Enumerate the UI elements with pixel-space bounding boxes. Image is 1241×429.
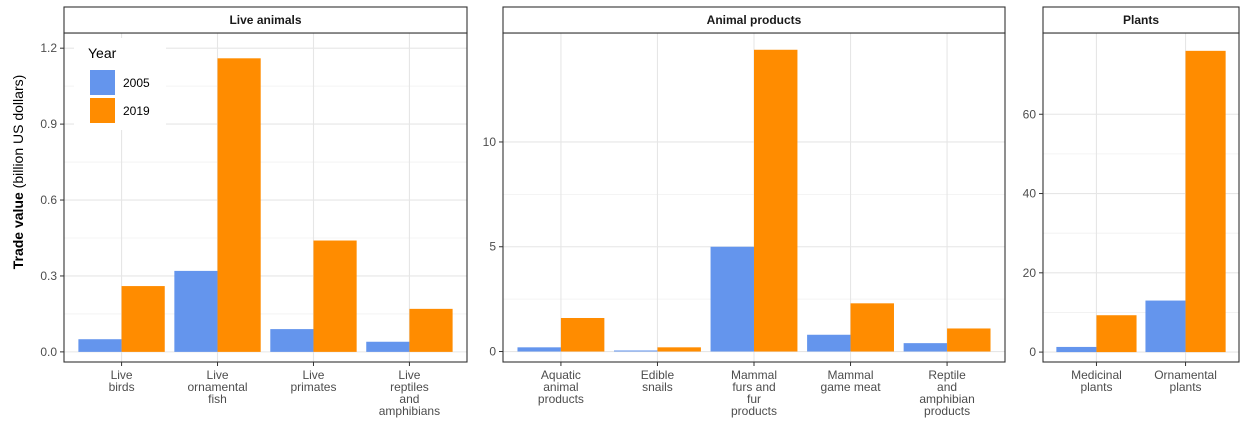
x-tick-label: Reptile and amphibian products	[919, 368, 974, 418]
facet-strip	[502, 6, 1006, 34]
x-tick-label-line: amphibian	[919, 392, 974, 406]
legend-label: 2019	[123, 104, 150, 118]
y-axis-label-bold: Trade value	[10, 192, 26, 269]
bar-2005	[174, 270, 218, 352]
x-tick-label: Medicinal plants	[1071, 368, 1122, 394]
bar-2019	[947, 328, 991, 352]
x-tick-label-line: furs and	[732, 380, 775, 394]
x-tick-label-line: products	[731, 404, 777, 418]
bar-2019	[1096, 315, 1137, 353]
facet-strip-title: Live animals	[229, 13, 301, 27]
bar-2019	[313, 240, 357, 352]
x-tick-label: Live primates	[290, 368, 336, 394]
facet-strip-title: Plants	[1123, 13, 1159, 27]
x-tick-label-line: ornamental	[188, 380, 248, 394]
x-tick-label: Edible snails	[641, 368, 675, 394]
x-tick-label-line: primates	[290, 380, 336, 394]
bar-2005	[614, 350, 658, 352]
x-tick-label: Live birds	[109, 368, 135, 394]
y-axis-label-rest: (billion US dollars)	[10, 75, 26, 192]
y-tick-label: 60	[1023, 107, 1037, 121]
y-tick-label: 0.9	[40, 117, 57, 131]
x-tick-label-line: Live	[398, 368, 420, 382]
x-tick-label: Mammal game meat	[821, 368, 882, 394]
x-tick-label-line: Live	[111, 368, 133, 382]
x-tick-label-line: Live	[302, 368, 324, 382]
legend-key-2005	[90, 70, 115, 95]
bar-2019	[1185, 50, 1226, 353]
x-tick-label-line: Live	[207, 368, 229, 382]
x-tick-label-line: animal	[543, 380, 578, 394]
bar-2019	[657, 347, 701, 352]
x-tick-label-line: fish	[208, 392, 227, 406]
legend-background	[74, 38, 166, 130]
y-tick-label: 20	[1023, 266, 1037, 280]
facet-strip	[1042, 6, 1240, 34]
x-tick-label: Live reptiles and amphibians	[379, 368, 440, 418]
x-tick-label-line: plants	[1170, 380, 1202, 394]
bar-2019	[850, 303, 894, 352]
x-tick-label-line: Edible	[641, 368, 675, 382]
x-tick-label-line: Ornamental	[1154, 368, 1217, 382]
x-tick-label-line: fur	[747, 392, 761, 406]
x-tick-label-line: and	[937, 380, 957, 394]
y-tick-label: 0	[489, 345, 496, 359]
x-tick-label-line: and	[399, 392, 419, 406]
y-tick-label: 0.3	[40, 269, 57, 283]
y-tick-label: 5	[489, 240, 496, 254]
bar-2019	[217, 58, 261, 352]
x-tick-label-line: Aquatic	[541, 368, 581, 382]
x-tick-label-line: amphibians	[379, 404, 440, 418]
x-tick-label-line: plants	[1080, 380, 1112, 394]
x-tick-label-line: Medicinal	[1071, 368, 1122, 382]
facet-strip-title: Animal products	[707, 13, 802, 27]
bar-2005	[807, 334, 851, 352]
bar-2019	[560, 317, 605, 352]
y-tick-label: 1.2	[40, 41, 57, 55]
y-axis-label: Trade value (billion US dollars)	[10, 75, 26, 270]
x-tick-label-line: snails	[642, 380, 673, 394]
y-tick-label: 0.0	[40, 345, 57, 359]
bar-2005	[1145, 300, 1186, 353]
x-tick-label: Mammal furs and fur products	[731, 368, 777, 418]
bar-2019	[409, 308, 453, 352]
bar-2005	[366, 341, 410, 352]
x-tick-label-line: Mammal	[828, 368, 874, 382]
facet-strip	[63, 6, 468, 34]
bar-2005	[78, 339, 122, 352]
legend-key-2019	[90, 98, 115, 123]
y-tick-label: 10	[483, 135, 497, 149]
bar-2005	[517, 347, 561, 352]
bar-2019	[121, 286, 165, 352]
x-tick-label-line: birds	[109, 380, 135, 394]
bar-2005	[270, 329, 314, 352]
legend-title: Year	[88, 45, 117, 61]
x-tick-label-line: products	[924, 404, 970, 418]
bar-2005	[710, 246, 754, 352]
bar-2005	[903, 343, 948, 352]
x-tick-label: Live ornamental fish	[188, 368, 248, 406]
x-tick-label-line: Reptile	[928, 368, 966, 382]
x-tick-label: Ornamental plants	[1154, 368, 1217, 394]
legend: Year 2005 2019	[74, 38, 166, 130]
x-tick-label: Aquatic animal products	[538, 368, 584, 406]
y-tick-label: 0	[1029, 345, 1036, 359]
y-tick-label: 40	[1023, 187, 1037, 201]
y-tick-label: 0.6	[40, 193, 57, 207]
x-tick-label-line: products	[538, 392, 584, 406]
bar-2005	[1056, 346, 1097, 353]
bar-2019	[754, 49, 798, 352]
x-tick-label-line: reptiles	[390, 380, 429, 394]
x-tick-label-line: Mammal	[731, 368, 777, 382]
legend-label: 2005	[123, 76, 150, 90]
x-tick-label-line: game meat	[821, 380, 882, 394]
